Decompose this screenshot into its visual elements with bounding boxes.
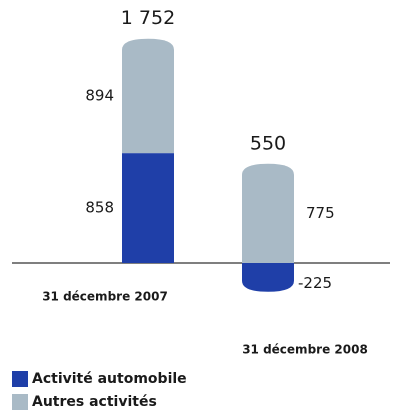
legend-label: Activité automobile: [32, 371, 187, 387]
value-label: 894: [85, 86, 114, 104]
bar-segment: [242, 263, 294, 292]
bar-segment: [122, 38, 174, 154]
bar-segment: [242, 163, 294, 263]
value-label: 858: [85, 199, 114, 217]
value-label: 775: [306, 204, 335, 222]
total-label: 550: [250, 132, 286, 154]
x-tick-label: 31 décembre 2007: [42, 290, 168, 304]
x-tick-label: 31 décembre 2008: [242, 343, 368, 357]
value-label: -225: [298, 274, 332, 292]
legend-swatch: [12, 371, 28, 387]
total-label: 1 752: [121, 7, 175, 29]
legend-swatch: [12, 394, 28, 410]
bar-segment: [122, 153, 174, 263]
legend-label: Autres activités: [32, 394, 157, 410]
